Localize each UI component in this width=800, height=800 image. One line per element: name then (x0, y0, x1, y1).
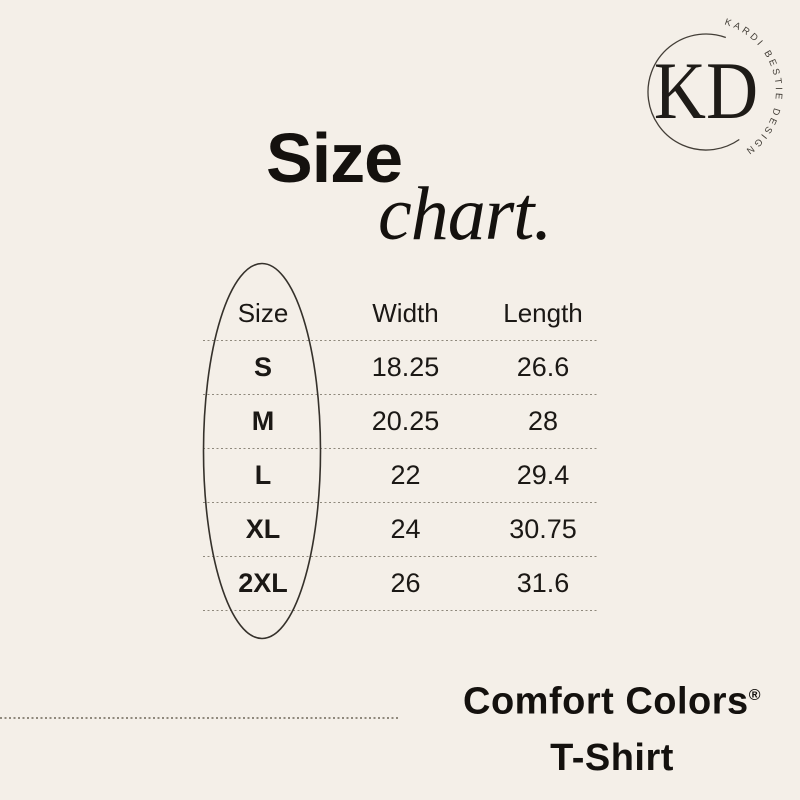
width-value: 20.25 (371, 405, 440, 436)
page-title-script: chart. (378, 172, 552, 256)
column-header-width: Width (372, 298, 439, 329)
length-value: 31.6 (516, 567, 570, 598)
row-divider (203, 501, 598, 503)
logo-circle-arc (647, 33, 740, 151)
size-label: 2XL (238, 567, 288, 598)
size-column-highlight-ellipse (202, 262, 322, 640)
table-row-m: M 20.25 28 (203, 395, 598, 448)
table-row-2xl: 2XL 26 31.6 (203, 557, 598, 610)
product-type: T-Shirt (550, 736, 674, 779)
width-value: 18.25 (371, 351, 440, 382)
size-label: M (251, 405, 275, 436)
column-header-length: Length (503, 298, 583, 329)
product-name: Comfort Colors® T-Shirt (424, 668, 800, 786)
row-divider (203, 339, 598, 341)
table-header-row: Size Width Length (203, 288, 598, 340)
column-header-size: Size (237, 298, 289, 329)
length-value: 28 (527, 405, 559, 436)
brand-logo-icon: KARDI BESTIE DESIGN KD (647, 17, 781, 158)
page-title-main: Size (266, 119, 403, 197)
table-row-xl: XL 24 30.75 (203, 503, 598, 556)
row-divider (203, 609, 598, 611)
row-divider (203, 447, 598, 449)
length-value: 29.4 (516, 459, 570, 490)
product-brand-line: Comfort Colors® (424, 668, 800, 730)
row-divider (203, 393, 598, 395)
row-divider (203, 555, 598, 557)
width-value: 26 (390, 567, 421, 598)
logo-monogram: KD (654, 45, 758, 136)
footer-divider-line (0, 717, 400, 719)
registered-trademark-symbol: ® (748, 687, 761, 704)
length-value: 30.75 (509, 513, 577, 544)
size-label: L (254, 459, 272, 490)
brand-logo: KARDI BESTIE DESIGN KD (628, 16, 784, 172)
size-label: S (253, 351, 272, 382)
width-value: 22 (390, 459, 421, 490)
length-value: 26.6 (516, 351, 570, 382)
product-brand: Comfort Colors (463, 680, 749, 723)
table-row-l: L 22 29.4 (203, 449, 598, 502)
table-row-s: S 18.25 26.6 (203, 341, 598, 394)
size-label: XL (245, 513, 281, 544)
width-value: 24 (390, 513, 421, 544)
size-table: Size Width Length S 18.25 26.6 M 20.25 2… (203, 288, 598, 611)
